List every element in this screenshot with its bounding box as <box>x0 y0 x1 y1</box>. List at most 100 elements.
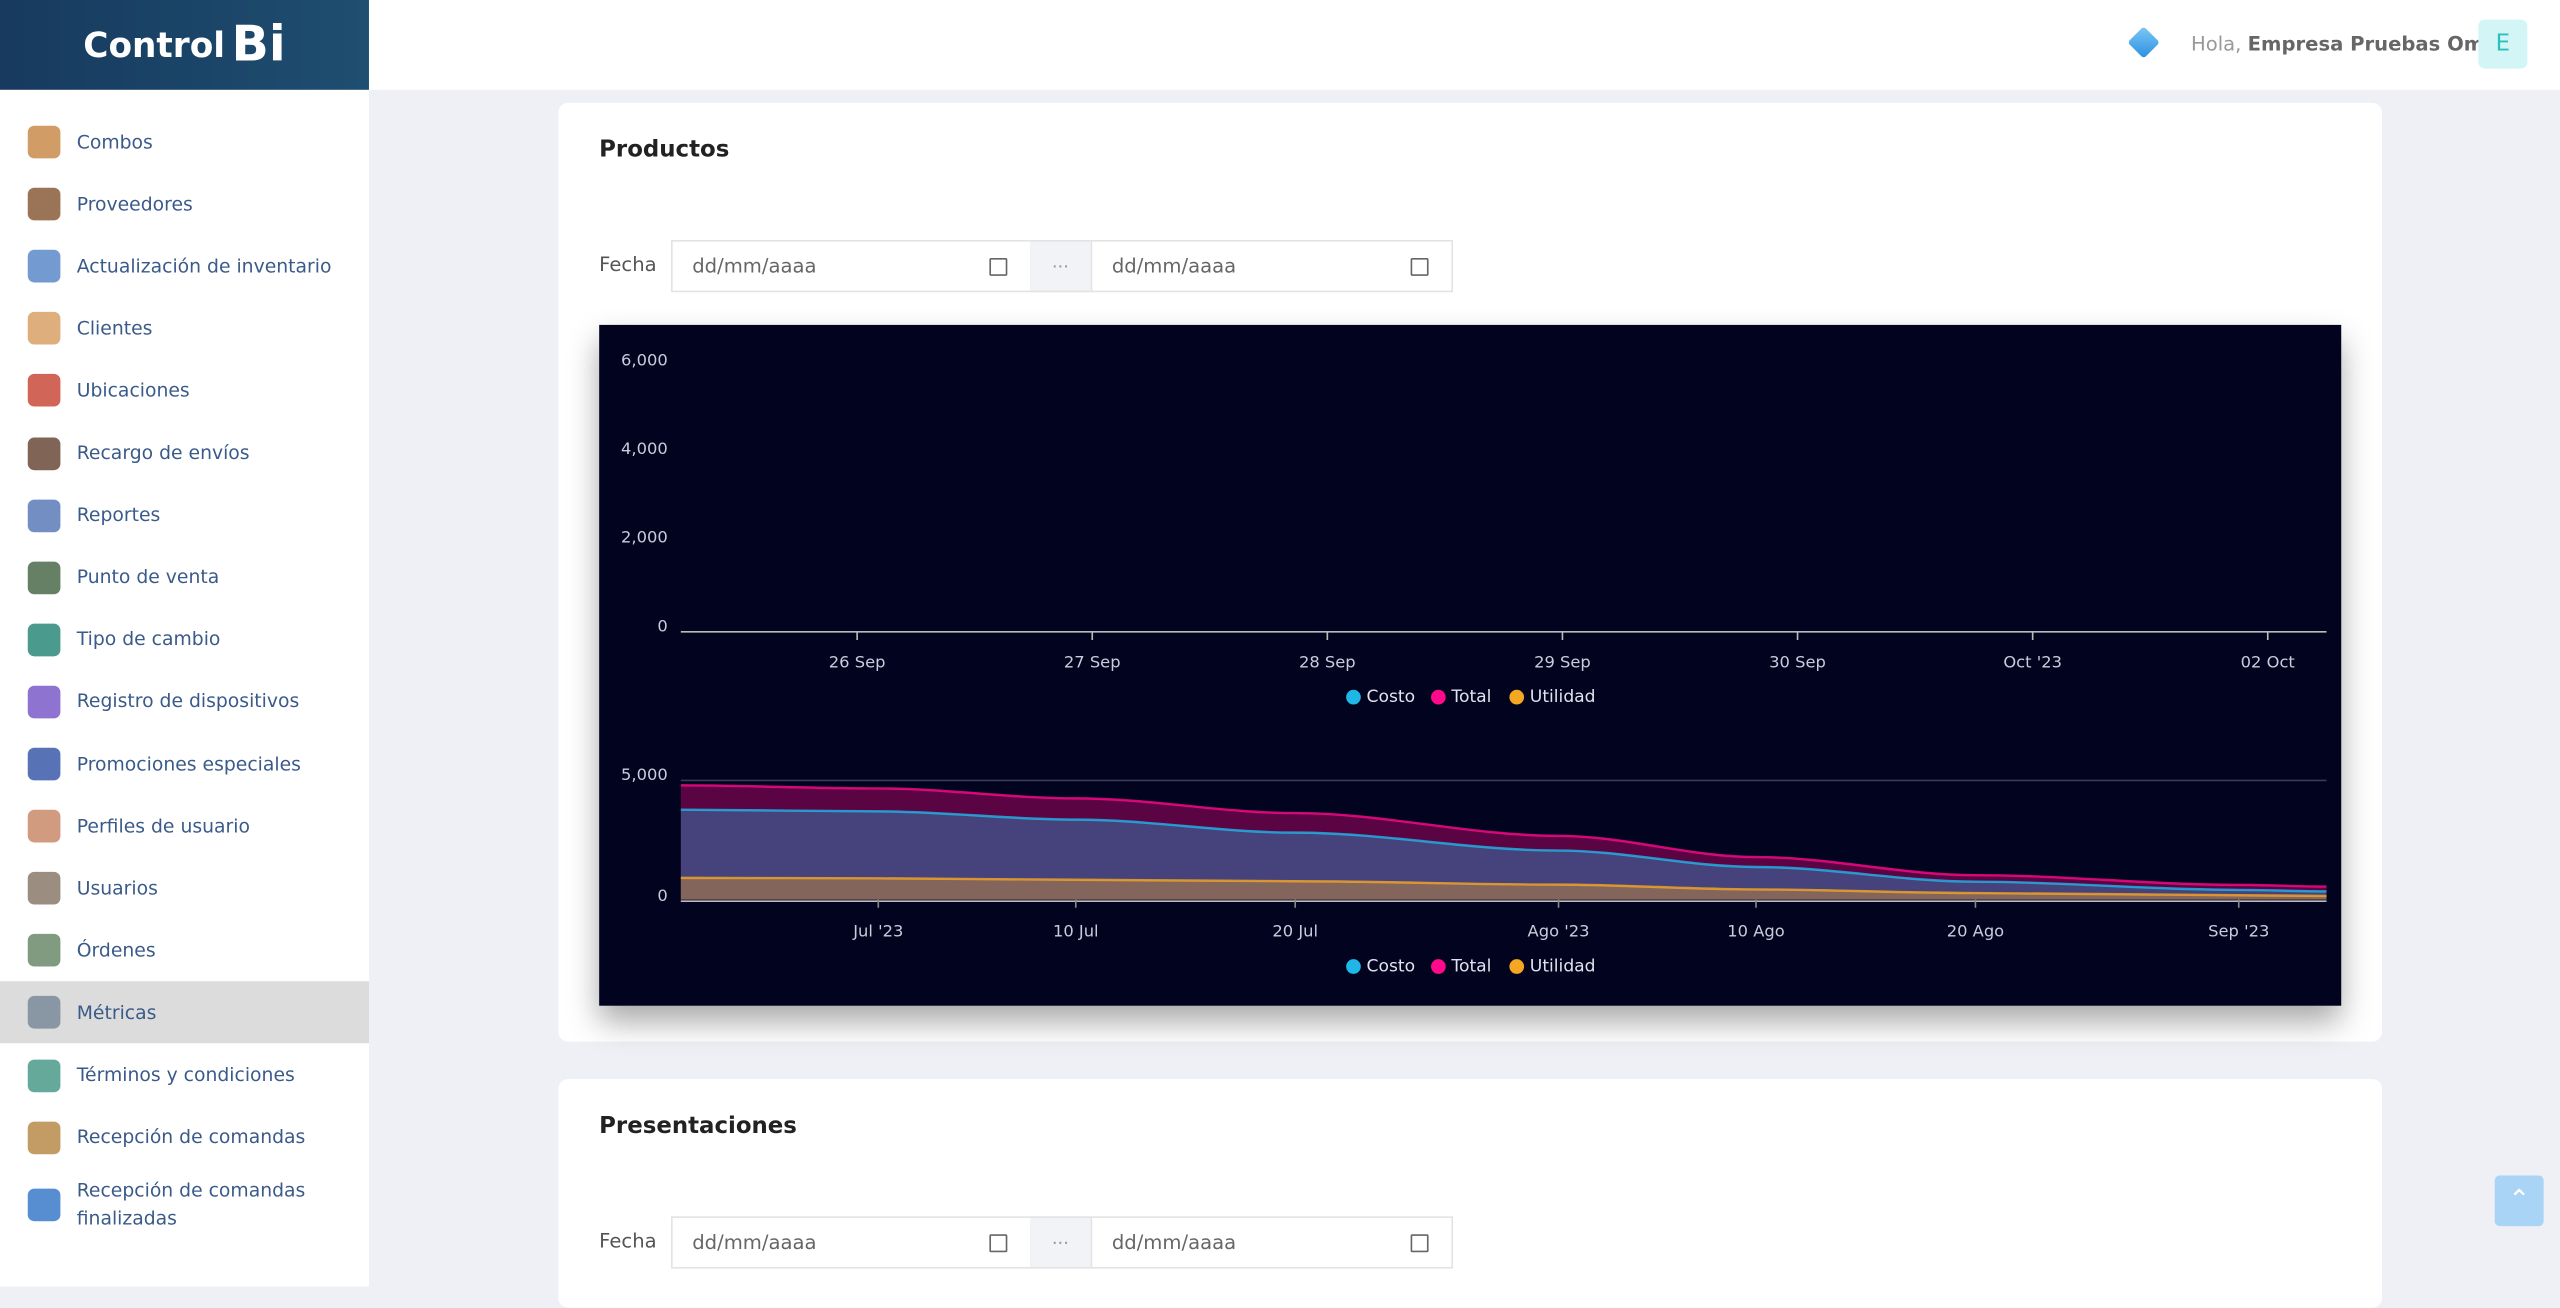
area <box>680 785 2327 900</box>
filter-label: Fecha <box>599 1229 657 1253</box>
greeting-text: Hola, <box>2191 32 2242 56</box>
presentations-card: Presentaciones Fecha dd/mm/aaaa ··· dd/mm/aa… <box>558 1079 2383 1308</box>
menu-icon <box>27 1058 61 1092</box>
x-tick-label: 30 Sep <box>1769 652 1826 671</box>
legend-label: Total <box>1450 687 1491 707</box>
menu-item[interactable]: Recepción de comandas <box>0 1106 369 1168</box>
calendar-icon <box>1410 257 1429 276</box>
menu-label: Tipo de cambio <box>76 627 221 651</box>
sidebar: Control Bi Combos Proveedores Actualización… <box>0 0 369 1287</box>
legend-label: Total <box>1450 957 1491 977</box>
menu-label: Combos <box>76 129 153 153</box>
line <box>680 784 2327 888</box>
x-tick-label: 28 Sep <box>1299 652 1356 671</box>
menu-icon <box>27 498 61 532</box>
legend-marker <box>1509 689 1525 705</box>
date-input[interactable]: dd/mm/aaaa <box>671 1216 1032 1269</box>
menu-item[interactable]: Clientes <box>0 298 369 360</box>
legend-marker <box>1346 689 1361 705</box>
x-tick-label: 02 Oct <box>2241 652 2295 671</box>
menu-label: Usuarios <box>76 876 158 900</box>
range-separator: ··· <box>1030 1216 1091 1269</box>
charts: 0 2,000 4,000 6,000 26 Sep 27 Sep 28 Sep 29 Sep… <box>621 350 2327 977</box>
y-tick-label: 5,000 <box>621 765 668 784</box>
x-tick-label: 10 Jul <box>1053 922 1099 941</box>
y-tick-label: 0 <box>657 886 667 905</box>
menu-item[interactable]: Promociones especiales <box>0 733 369 795</box>
y-tick-label: 2,000 <box>621 528 668 547</box>
legend-marker <box>1431 959 1446 974</box>
x-tick-label: 29 Sep <box>1534 652 1591 671</box>
menu-icon <box>27 623 61 656</box>
line <box>680 876 2327 898</box>
scroll-top-button[interactable]: ⌃ <box>2494 1175 2544 1227</box>
menu-label: Registro de dispositivos <box>76 689 300 713</box>
x-tick-label: Oct '23 <box>2003 652 2062 671</box>
menu-item[interactable]: Ubicaciones <box>0 360 369 422</box>
menu-item[interactable]: Órdenes <box>0 920 369 982</box>
menu-icon <box>27 872 61 905</box>
menu-item[interactable]: Tipo de cambio <box>0 609 369 671</box>
menu-icon <box>27 996 61 1030</box>
y-tick-label: 0 <box>657 616 667 635</box>
menu-item[interactable]: Usuarios <box>0 857 369 919</box>
calendar-icon <box>989 257 1008 276</box>
legend-marker <box>1431 689 1446 705</box>
range-separator: ··· <box>1030 239 1091 293</box>
greeting: Hola, Empresa Pruebas Omar <box>2191 33 2507 56</box>
logo-icon <box>2127 26 2160 59</box>
menu-item[interactable]: Términos y condiciones <box>0 1044 369 1106</box>
menu-item[interactable]: Métricas <box>0 981 369 1044</box>
menu-item[interactable]: Actualización de inventario <box>0 235 369 297</box>
calendar-icon <box>989 1233 1008 1252</box>
x-tick-label: 10 Ago <box>1727 922 1784 941</box>
legend-label: Utilidad <box>1530 687 1596 707</box>
menu-icon <box>27 809 61 843</box>
menu-label: Órdenes <box>76 938 156 962</box>
y-tick-label: 4,000 <box>621 439 668 458</box>
menu-item[interactable]: Registro de dispositivos <box>0 671 369 733</box>
menu-label: Reportes <box>76 503 161 526</box>
section-title: Presentaciones <box>599 1113 797 1140</box>
section-title: Productos <box>599 137 730 164</box>
menu-label: Recepción de comandas finalizadas <box>76 1178 306 1229</box>
legend-label: Costo <box>1367 687 1416 707</box>
menu-item[interactable]: Combos <box>0 111 369 173</box>
area <box>680 809 2327 900</box>
menu-label: Punto de venta <box>76 565 220 589</box>
date-input[interactable]: dd/mm/aaaa <box>1090 239 1454 293</box>
avatar[interactable]: E <box>2478 19 2528 69</box>
menu-item[interactable]: Recargo de envíos <box>0 422 369 484</box>
menu-label: Métricas <box>76 1000 157 1024</box>
date-input[interactable]: dd/mm/aaaa <box>671 239 1032 293</box>
y-tick-label: 6,000 <box>621 350 668 369</box>
menu-label: Promociones especiales <box>76 751 301 775</box>
menu-icon <box>27 187 61 221</box>
menu-label: Recargo de envíos <box>76 440 250 464</box>
x-tick-label: Ago '23 <box>1528 922 1590 941</box>
menu-icon <box>27 747 61 781</box>
menu-item[interactable]: Punto de venta <box>0 546 369 608</box>
legend-label: Costo <box>1367 957 1416 977</box>
menu-label: Términos y condiciones <box>76 1062 295 1086</box>
date-input[interactable]: dd/mm/aaaa <box>1090 1216 1454 1269</box>
menu-item[interactable]: Perfiles de usuario <box>0 795 369 857</box>
x-tick-label: Sep '23 <box>2208 922 2269 941</box>
line <box>680 808 2327 893</box>
x-tick-label: 27 Sep <box>1064 652 1121 671</box>
menu-icon <box>27 561 61 594</box>
menu-icon <box>27 312 61 345</box>
menu-item[interactable]: Proveedores <box>0 173 369 235</box>
chart-panel: 0 2,000 4,000 6,000 26 Sep 27 Sep 28 Sep 29 Sep… <box>599 324 2342 1006</box>
menu-label: Proveedores <box>76 191 193 215</box>
menu-icon <box>27 374 61 408</box>
menu-item[interactable]: Recepción de comandas finalizadas <box>0 1168 369 1240</box>
x-tick-label: 20 Ago <box>1947 922 2004 941</box>
menu-item[interactable]: Reportes <box>0 484 369 546</box>
calendar-icon <box>1410 1233 1429 1252</box>
area <box>680 877 2327 900</box>
brand-mark: Bi <box>231 16 286 74</box>
menu-label: Perfiles de usuario <box>76 814 250 837</box>
legend-marker <box>1346 959 1361 974</box>
